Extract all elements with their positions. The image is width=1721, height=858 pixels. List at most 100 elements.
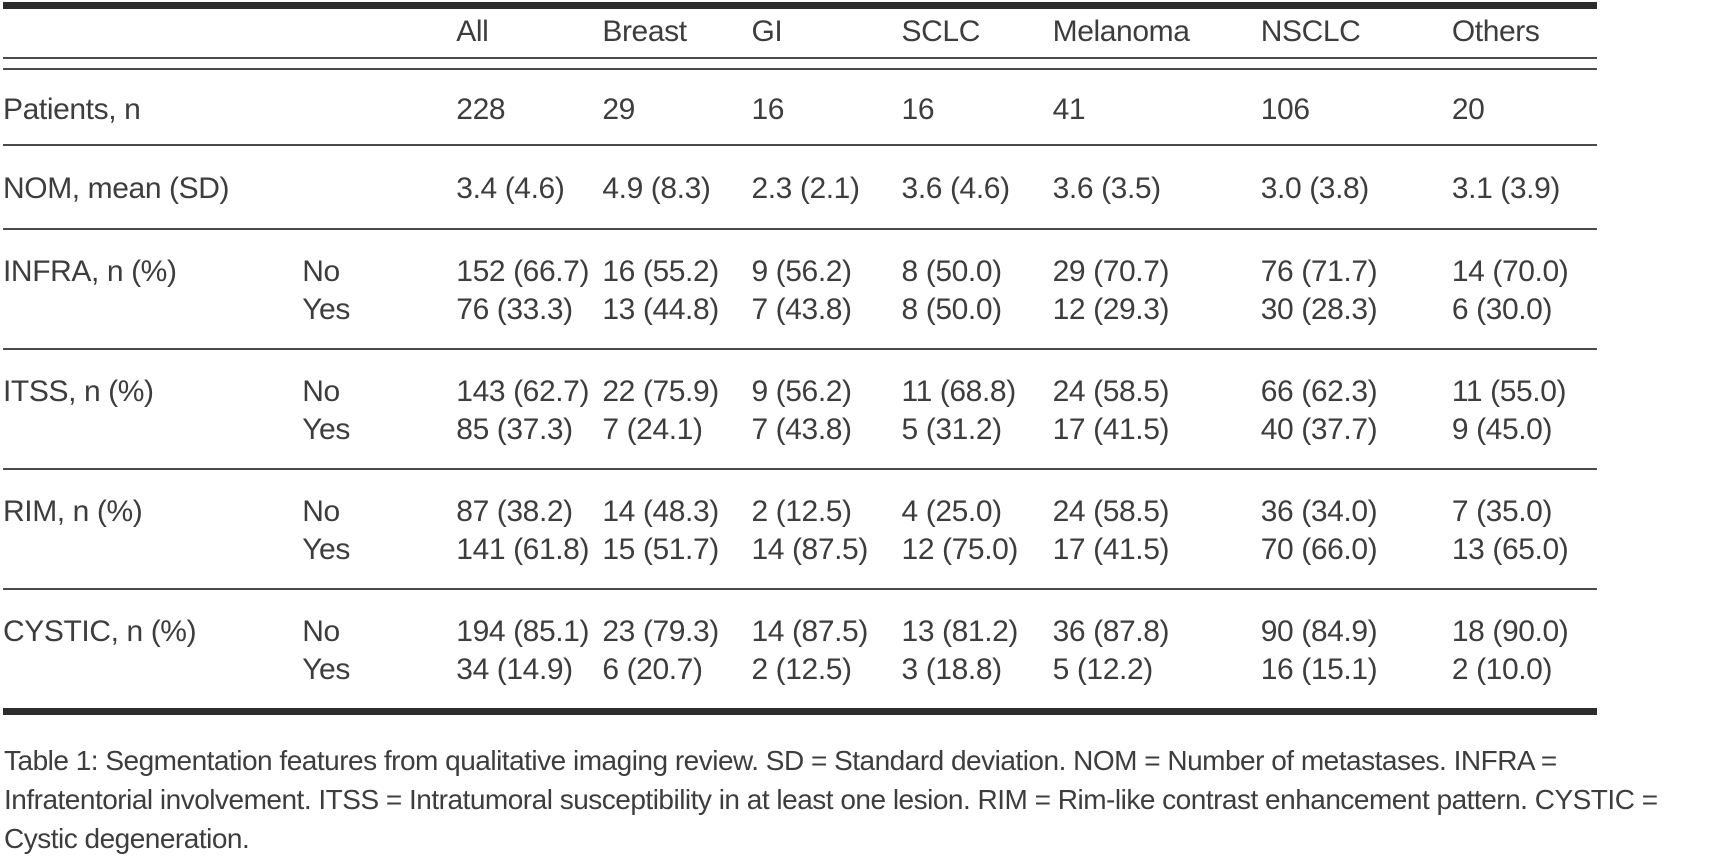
table-row: INFRA, n (%) No 152 (66.7) 16 (55.2) 9 (… xyxy=(3,229,1597,291)
row-label xyxy=(3,651,303,715)
column-header-all: All xyxy=(456,2,603,59)
data-cell: 16 (55.2) xyxy=(602,255,719,288)
data-cell: 29 xyxy=(602,69,752,146)
row-sublabel: Yes xyxy=(302,651,457,715)
data-cell: 228 xyxy=(456,69,603,146)
data-cell: 12 (29.3) xyxy=(1052,291,1261,350)
data-cell: 143 (62.7) xyxy=(456,375,590,408)
data-cell: 14 (70.0) xyxy=(1451,255,1569,288)
table-row: ITSS, n (%) No 143 (62.7) 22 (75.9) 9 (5… xyxy=(3,349,1597,411)
double-rule-spacer xyxy=(3,58,1597,70)
column-header-sclc: SCLC xyxy=(901,2,1053,59)
double-rule xyxy=(3,58,1597,70)
data-cell: 14 (48.3) xyxy=(602,495,719,528)
data-cell: 3 (18.8) xyxy=(901,651,1053,715)
data-cell: 9 (45.0) xyxy=(1451,411,1597,470)
data-cell: 20 xyxy=(1451,69,1597,146)
data-cell: 4 (25.0) xyxy=(901,495,1003,528)
row-sublabel: No xyxy=(302,495,340,528)
data-cell: 9 (56.2) xyxy=(751,375,852,408)
table-row: Patients, n 228 29 16 16 41 106 20 xyxy=(3,69,1597,146)
data-cell: 16 xyxy=(901,69,1053,146)
data-cell: 29 (70.7) xyxy=(1052,255,1170,288)
column-header-melanoma: Melanoma xyxy=(1052,2,1261,59)
row-label: RIM, n (%) xyxy=(3,495,143,528)
data-cell: 5 (12.2) xyxy=(1052,651,1261,715)
data-cell: 70 (66.0) xyxy=(1260,531,1452,590)
data-cell: 3.6 (3.5) xyxy=(1052,145,1261,230)
row-label: INFRA, n (%) xyxy=(3,255,177,288)
data-cell: 18 (90.0) xyxy=(1451,615,1569,648)
data-cell: 7 (35.0) xyxy=(1451,495,1553,528)
table-row: RIM, n (%) No 87 (38.2) 14 (48.3) 2 (12.… xyxy=(3,469,1597,531)
data-cell: 76 (71.7) xyxy=(1260,255,1378,288)
data-cell: 2 (12.5) xyxy=(751,651,902,715)
data-cell: 2.3 (2.1) xyxy=(751,145,902,230)
data-cell: 5 (31.2) xyxy=(901,411,1053,470)
data-cell: 24 (58.5) xyxy=(1052,375,1170,408)
data-cell: 11 (68.8) xyxy=(901,375,1017,408)
data-cell: 2 (12.5) xyxy=(751,495,852,528)
data-cell: 16 (15.1) xyxy=(1260,651,1452,715)
table-row: Yes 76 (33.3) 13 (44.8) 7 (43.8) 8 (50.0… xyxy=(3,291,1597,350)
row-sublabel: No xyxy=(302,615,340,648)
data-cell: 66 (62.3) xyxy=(1260,375,1378,408)
data-cell: 152 (66.7) xyxy=(456,255,590,288)
column-header-empty-label xyxy=(3,2,303,59)
data-cell: 8 (50.0) xyxy=(901,255,1003,288)
table-row: Yes 85 (37.3) 7 (24.1) 7 (43.8) 5 (31.2)… xyxy=(3,411,1597,470)
row-label xyxy=(3,531,303,590)
data-cell: 8 (50.0) xyxy=(901,291,1053,350)
table-caption: Table 1: Segmentation features from qual… xyxy=(4,745,1658,854)
row-label: ITSS, n (%) xyxy=(3,375,154,408)
column-header-empty-sub xyxy=(302,2,457,59)
row-sublabel: No xyxy=(302,255,340,288)
data-cell: 41 xyxy=(1052,69,1261,146)
data-cell: 141 (61.8) xyxy=(456,531,603,590)
data-cell: 14 (87.5) xyxy=(751,531,902,590)
data-cell: 34 (14.9) xyxy=(456,651,603,715)
data-cell: 6 (20.7) xyxy=(602,651,752,715)
data-cell: 9 (56.2) xyxy=(751,255,852,288)
table-row: CYSTIC, n (%) No 194 (85.1) 23 (79.3) 14… xyxy=(3,589,1597,651)
table-row: NOM, mean (SD) 3.4 (4.6) 4.9 (8.3) 2.3 (… xyxy=(3,145,1597,230)
data-cell: 7 (43.8) xyxy=(751,291,902,350)
column-header-breast: Breast xyxy=(602,2,752,59)
row-sublabel: Yes xyxy=(302,291,457,350)
data-cell: 17 (41.5) xyxy=(1052,531,1261,590)
segmentation-features-table: All Breast GI SCLC Melanoma NSCLC Others… xyxy=(3,2,1597,715)
data-cell: 85 (37.3) xyxy=(456,411,603,470)
data-cell: 36 (34.0) xyxy=(1260,495,1378,528)
data-cell: 36 (87.8) xyxy=(1052,615,1170,648)
data-cell: 22 (75.9) xyxy=(602,375,719,408)
table-row: Yes 141 (61.8) 15 (51.7) 14 (87.5) 12 (7… xyxy=(3,531,1597,590)
column-header-others: Others xyxy=(1451,2,1597,59)
row-label: CYSTIC, n (%) xyxy=(3,615,197,648)
data-cell: 17 (41.5) xyxy=(1052,411,1261,470)
row-label: Patients, n xyxy=(3,69,303,146)
data-cell: 6 (30.0) xyxy=(1451,291,1597,350)
data-cell: 30 (28.3) xyxy=(1260,291,1452,350)
data-cell: 7 (43.8) xyxy=(751,411,902,470)
data-cell: 3.6 (4.6) xyxy=(901,145,1053,230)
row-sublabel: No xyxy=(302,375,340,408)
data-cell: 194 (85.1) xyxy=(456,615,590,648)
row-sublabel: Yes xyxy=(302,531,457,590)
data-cell: 90 (84.9) xyxy=(1260,615,1378,648)
data-cell: 24 (58.5) xyxy=(1052,495,1170,528)
row-sublabel: Yes xyxy=(302,411,457,470)
data-cell: 4.9 (8.3) xyxy=(602,145,752,230)
data-cell: 11 (55.0) xyxy=(1451,375,1567,408)
table-header-row: All Breast GI SCLC Melanoma NSCLC Others xyxy=(3,2,1597,59)
data-cell: 13 (44.8) xyxy=(602,291,752,350)
column-header-gi: GI xyxy=(751,2,902,59)
row-sublabel xyxy=(302,145,457,230)
data-cell: 14 (87.5) xyxy=(751,615,868,648)
data-cell: 15 (51.7) xyxy=(602,531,752,590)
data-cell: 13 (81.2) xyxy=(901,615,1019,648)
row-label xyxy=(3,291,303,350)
column-header-nsclc: NSCLC xyxy=(1260,2,1452,59)
data-cell: 3.0 (3.8) xyxy=(1260,145,1452,230)
data-cell: 106 xyxy=(1260,69,1452,146)
